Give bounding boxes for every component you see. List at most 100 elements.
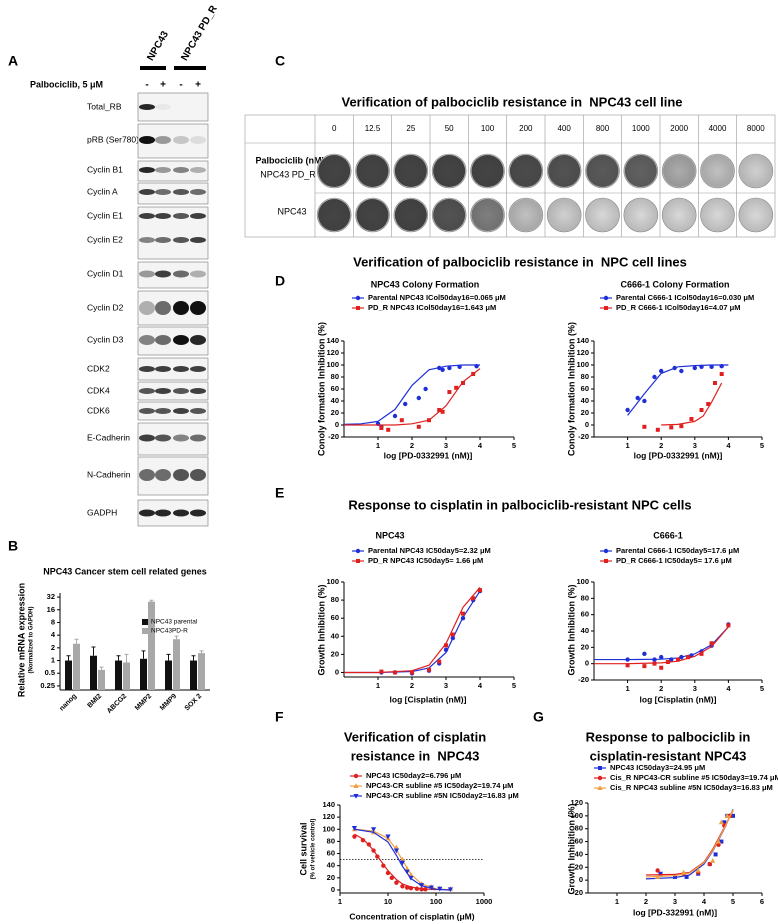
row-label: NPC43 PD_R	[260, 169, 316, 179]
x-tick-label: 3	[444, 681, 448, 690]
point	[673, 874, 677, 879]
y-tick-label: 140	[322, 800, 335, 809]
x-tick-label: 1000	[476, 897, 493, 906]
y-tick-label: 0.25	[40, 681, 55, 690]
colonies	[318, 199, 351, 231]
x-tick-label: 5	[731, 897, 735, 906]
point	[672, 365, 677, 371]
blot-band	[190, 434, 206, 442]
concentration: 1000	[632, 124, 650, 133]
legend-marker	[353, 783, 359, 788]
bar	[190, 660, 197, 690]
chart-title: resistance in NPC43	[351, 748, 480, 763]
y-tick-label: 120	[326, 348, 339, 357]
colonies	[548, 155, 581, 187]
protein-label: CDK4	[87, 385, 110, 395]
protein-label: Cyclin E2	[87, 234, 123, 244]
chart-title: Response to palbociclib in	[586, 729, 751, 744]
point	[731, 813, 735, 818]
y-tick-label: 1	[51, 656, 55, 665]
blot-band	[139, 136, 155, 144]
bar	[90, 655, 97, 690]
colonies	[394, 155, 427, 187]
x-tick-label: 5	[512, 441, 516, 450]
x-tick-label: 3	[673, 897, 677, 906]
blot-band	[190, 335, 206, 345]
point	[416, 424, 421, 429]
x-tick-label: nanog	[58, 693, 78, 713]
blot-band	[139, 104, 155, 110]
x-tick-label: 2	[410, 441, 414, 450]
chart-title: C666-1	[653, 530, 683, 540]
protein-label: Cyclin D1	[87, 268, 124, 278]
error-bar	[66, 655, 71, 661]
point	[713, 852, 718, 857]
error-bar	[166, 653, 171, 661]
x-tick-label: 2	[410, 681, 414, 690]
point	[404, 869, 410, 875]
point	[389, 875, 395, 881]
blot-frame	[137, 182, 209, 205]
blot-band	[190, 237, 206, 243]
point	[461, 381, 465, 385]
point	[393, 844, 400, 850]
blot-band	[155, 509, 171, 517]
legend-label: PD_R C666-1 IC50day5= 17.6 μM	[616, 556, 732, 565]
y-tick-label: 80	[575, 824, 583, 833]
point	[726, 623, 731, 628]
x-tick-label: 5	[512, 681, 516, 690]
blot-frame	[137, 160, 209, 182]
x-tick-label: 4	[702, 897, 707, 906]
point	[399, 860, 406, 866]
lane-label: +	[160, 80, 166, 91]
x-tick-label: 6	[760, 897, 764, 906]
point	[669, 657, 674, 662]
point	[652, 661, 657, 666]
blot-band	[190, 270, 206, 278]
blot-frame	[137, 261, 209, 289]
y-tick-label: 40	[331, 396, 339, 405]
error-bar	[74, 638, 79, 644]
y-tick-label: 40	[575, 849, 583, 858]
point	[625, 663, 630, 668]
legend-marker	[355, 548, 361, 554]
y-tick-label: 100	[326, 360, 339, 369]
x-tick-label: 1	[338, 897, 342, 906]
error-bar	[141, 650, 146, 659]
y-tick-label: 120	[322, 812, 335, 821]
colonies	[433, 155, 466, 187]
x-tick-label: 100	[430, 897, 443, 906]
point	[699, 408, 704, 412]
point	[404, 885, 410, 890]
legend-label: Parental NPC43 ICol50day16=0.065 μM	[368, 293, 506, 302]
chart-title: NPC43 Cancer stem cell related genes	[43, 566, 207, 576]
point	[659, 665, 664, 670]
blot-band	[190, 301, 206, 315]
y-tick-label: 100	[576, 360, 589, 369]
blot-band	[173, 335, 189, 345]
panel-label: A	[8, 53, 18, 69]
blot-band	[139, 509, 155, 517]
y-tick-label: 0	[585, 659, 589, 668]
blot-band	[139, 408, 155, 414]
point	[427, 418, 431, 423]
point	[712, 381, 717, 385]
y-tick-label: 60	[331, 613, 339, 622]
x-tick-label: SOX 2	[184, 693, 204, 713]
x-axis-label: Concentration of cisplatin (μM)	[349, 911, 474, 921]
plate	[546, 197, 582, 233]
x-axis-label: log [PD-332991 (nM)]	[633, 907, 717, 917]
panel-label: G	[533, 709, 544, 725]
point	[352, 834, 357, 839]
y-tick-label: 2	[51, 643, 55, 652]
section-title: Response to cisplatin in palbociclib-res…	[348, 497, 691, 512]
fit-curve	[627, 364, 729, 416]
row-header: Palbociclib (nM)	[255, 155, 324, 165]
colonies	[356, 155, 389, 187]
point	[652, 374, 657, 380]
point	[719, 364, 724, 369]
y-tick-label: 80	[331, 595, 339, 604]
point	[707, 861, 712, 867]
x-tick-label: 1	[626, 441, 630, 450]
